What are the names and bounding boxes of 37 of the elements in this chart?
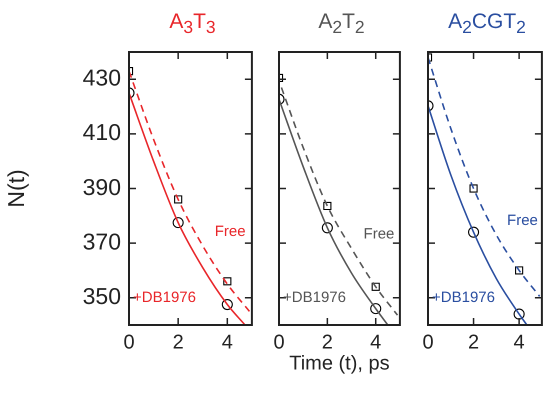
point <box>323 202 332 210</box>
chart-title: A$_{2}$CGT$_{2}$ <box>447 10 527 38</box>
series-label: Free <box>364 226 394 243</box>
y-tick-label: 410 <box>82 119 121 146</box>
point <box>222 298 233 310</box>
point <box>223 277 232 286</box>
x-tick-label: 0 <box>123 332 135 354</box>
series-label: +DB1976 <box>283 288 346 306</box>
point <box>174 195 182 204</box>
point <box>372 282 380 291</box>
chart-title: A$_{3}$T$_{3}$ <box>168 10 217 38</box>
y-axis-title: N(t) <box>3 169 30 208</box>
series-label: Free <box>214 222 246 240</box>
point <box>468 226 480 238</box>
series-label: Free <box>507 212 538 230</box>
x-tick-label: 2 <box>322 332 333 354</box>
chart-title: A$_{2}$T$_{2}$ <box>317 10 366 38</box>
x-tick-label: 4 <box>370 332 382 354</box>
x-tick-label: 2 <box>172 332 184 354</box>
x-tick-label: 0 <box>273 332 285 354</box>
point <box>469 184 478 193</box>
x-tick-label: 4 <box>222 332 233 354</box>
y-tick-label: 430 <box>82 64 121 91</box>
point <box>514 308 525 320</box>
x-tick-label: 0 <box>422 332 434 354</box>
series-label: +DB1976 <box>133 288 196 306</box>
x-tick-label: 2 <box>468 332 480 354</box>
series-label: +DB1976 <box>432 288 495 306</box>
y-tick-label: 370 <box>82 228 121 254</box>
y-tick-label: 350 <box>82 283 121 310</box>
point <box>515 266 524 274</box>
point <box>322 222 333 234</box>
x-axis-title: Time (t), ps <box>289 352 390 375</box>
y-tick-label: 390 <box>82 174 121 200</box>
x-tick-label: 4 <box>514 332 525 354</box>
point <box>172 217 184 228</box>
point <box>370 303 382 314</box>
